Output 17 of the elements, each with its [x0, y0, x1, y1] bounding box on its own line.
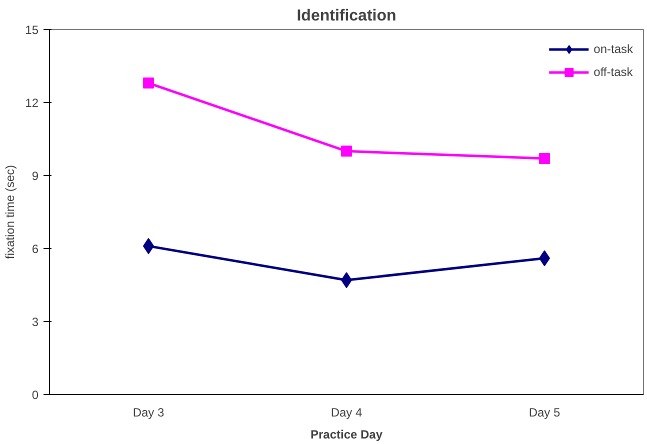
y-tick-label: 12	[25, 96, 39, 110]
point	[539, 152, 550, 164]
legend-label: on-task	[594, 42, 633, 56]
y-tick-label: 9	[32, 169, 39, 183]
point	[143, 78, 154, 89]
x-tick-label: Day 4	[330, 406, 362, 420]
y-tick-label: 15	[25, 23, 39, 37]
x-axis-title: Practice Day	[310, 428, 383, 442]
point	[341, 146, 352, 157]
y-axis-title: fixation time (sec)	[3, 164, 18, 260]
legend-label: off-task	[594, 65, 633, 79]
x-tick-label: Day 5	[528, 406, 560, 420]
y-tick-label: 6	[32, 242, 39, 256]
chart-title: Identification	[296, 8, 396, 24]
y-tick-label: 0	[32, 388, 39, 402]
x-tick-label: Day 3	[132, 406, 164, 420]
y-tick-label: 3	[32, 315, 39, 329]
